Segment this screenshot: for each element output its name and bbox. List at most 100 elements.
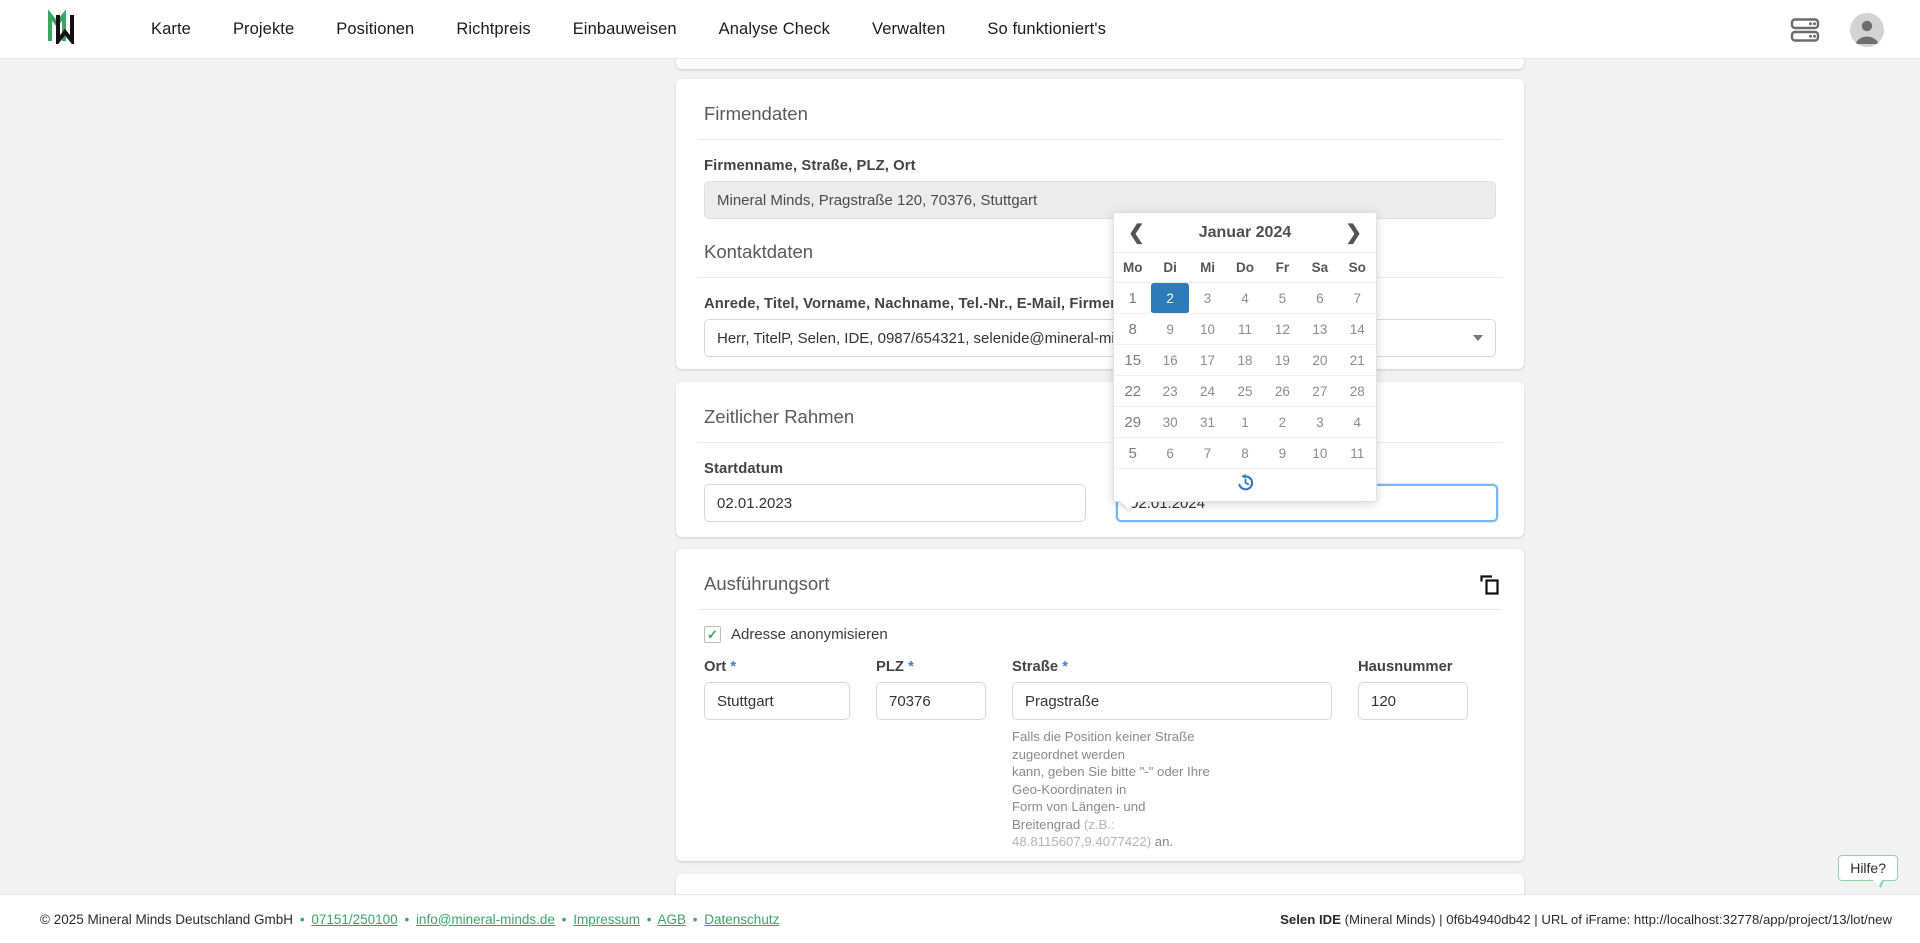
- datepicker-day[interactable]: 8: [1226, 438, 1264, 469]
- required-asterisk: *: [730, 659, 737, 675]
- datepicker-day[interactable]: 1: [1226, 407, 1264, 438]
- datepicker-day[interactable]: 21: [1338, 345, 1376, 376]
- ort-value: Stuttgart: [717, 692, 774, 710]
- datepicker-day[interactable]: 29: [1114, 407, 1152, 438]
- plz-input[interactable]: 70376: [876, 682, 986, 720]
- anonymize-label: Adresse anonymisieren: [731, 626, 888, 643]
- datepicker-day[interactable]: 6: [1151, 438, 1189, 469]
- hint-example: (z.B.: 48.8115607,9.4077422): [1012, 816, 1152, 850]
- datepicker-day[interactable]: 7: [1188, 438, 1227, 469]
- weekday-sa: Sa: [1311, 260, 1329, 275]
- company-field-label: Firmenname, Straße, PLZ, Ort: [704, 158, 916, 174]
- datepicker-day[interactable]: 2: [1263, 407, 1302, 438]
- datepicker-day[interactable]: 13: [1301, 314, 1339, 345]
- nav-item-einbauweisen[interactable]: Einbauweisen: [572, 19, 677, 38]
- logo[interactable]: [42, 8, 86, 49]
- chevron-down-icon[interactable]: [1473, 335, 1483, 341]
- datepicker-day[interactable]: 25: [1226, 376, 1264, 407]
- datepicker-day[interactable]: 6: [1301, 283, 1339, 314]
- nav-item-analyse-check[interactable]: Analyse Check: [718, 19, 831, 38]
- contact-field-label: Anrede, Titel, Vorname, Nachname, Tel.-N…: [704, 296, 1159, 312]
- datepicker-day[interactable]: 17: [1188, 345, 1227, 376]
- plz-label-text: PLZ: [876, 659, 904, 675]
- datepicker-day[interactable]: 2: [1151, 283, 1189, 314]
- divider: [698, 442, 1502, 443]
- anonymize-row: ✓ Adresse anonymisieren: [704, 626, 1524, 643]
- datepicker-day[interactable]: 23: [1151, 376, 1189, 407]
- datepicker-day[interactable]: 18: [1226, 345, 1264, 376]
- datepicker-day[interactable]: 11: [1226, 314, 1264, 345]
- footer-link-phone[interactable]: 07151/250100: [311, 911, 398, 927]
- datepicker-day[interactable]: 9: [1263, 438, 1302, 469]
- nav-item-karte[interactable]: Karte: [151, 19, 191, 38]
- weekday-mi: Mi: [1200, 260, 1216, 275]
- datepicker-day[interactable]: 11: [1338, 438, 1376, 469]
- datepicker-day[interactable]: 1: [1114, 283, 1152, 314]
- card-firmendaten: Firmendaten Firmenname, Straße, PLZ, Ort…: [676, 79, 1524, 369]
- weekday-do: Do: [1235, 260, 1254, 275]
- nav-item-verwalten[interactable]: Verwalten: [872, 19, 946, 38]
- datepicker-day[interactable]: 19: [1263, 345, 1302, 376]
- startdatum-input[interactable]: 02.01.2023: [704, 484, 1086, 522]
- nav-item-richtpreis[interactable]: Richtpreis: [456, 19, 531, 38]
- datepicker-day[interactable]: 16: [1151, 345, 1189, 376]
- datepicker-day[interactable]: 10: [1301, 438, 1339, 469]
- page-footer: © 2025 Mineral Minds Deutschland GmbH • …: [0, 894, 1920, 943]
- datepicker-weekday-header: Mo Di Mi Do Fr Sa So: [1114, 253, 1376, 283]
- datepicker-day[interactable]: 22: [1114, 376, 1152, 407]
- footer-dot: •: [561, 911, 567, 927]
- datepicker-day-grid: 1 2 3 4 5 6 7 8 9 10 11 12 13 14 15 16 17 18 19 20 21 22 23 24 2…: [1114, 283, 1376, 469]
- datepicker-day[interactable]: 28: [1338, 376, 1376, 407]
- startdatum-field-wrap: 02.01.2023: [676, 484, 1086, 522]
- main-nav: Karte Projekte Positionen Richtpreis Ein…: [130, 12, 1127, 47]
- datepicker-day[interactable]: 27: [1301, 376, 1339, 407]
- datepicker-day[interactable]: 9: [1151, 314, 1189, 345]
- ort-input[interactable]: Stuttgart: [704, 682, 850, 720]
- server-stack-icon[interactable]: [1790, 17, 1820, 43]
- copy-duplicate-icon[interactable]: [1478, 573, 1502, 602]
- datepicker-day[interactable]: 30: [1151, 407, 1189, 438]
- chevron-left-icon[interactable]: ❮: [1128, 221, 1145, 244]
- footer-link-impressum[interactable]: Impressum: [573, 911, 640, 927]
- user-avatar-icon[interactable]: [1850, 12, 1884, 47]
- datepicker-day[interactable]: 3: [1188, 283, 1227, 314]
- strasse-label-text: Straße: [1012, 659, 1059, 675]
- datepicker-day[interactable]: 12: [1263, 314, 1302, 345]
- datepicker-day[interactable]: 15: [1114, 345, 1152, 376]
- strasse-input[interactable]: Pragstraße: [1012, 682, 1332, 720]
- help-bubble-button[interactable]: Hilfe?: [1838, 855, 1898, 888]
- datepicker-day[interactable]: 14: [1338, 314, 1376, 345]
- footer-link-agb[interactable]: AGB: [657, 911, 687, 927]
- datepicker-day[interactable]: 8: [1114, 314, 1152, 345]
- datepicker-day[interactable]: 10: [1188, 314, 1227, 345]
- footer-link-datenschutz[interactable]: Datenschutz: [704, 911, 780, 927]
- datepicker-day[interactable]: 24: [1188, 376, 1227, 407]
- datepicker-day[interactable]: 7: [1338, 283, 1376, 314]
- datepicker-day[interactable]: 5: [1114, 438, 1152, 469]
- footer-link-email[interactable]: info@mineral-minds.de: [415, 911, 555, 927]
- contact-field[interactable]: Herr, TitelP, Selen, IDE, 0987/654321, s…: [704, 319, 1496, 357]
- company-field[interactable]: Mineral Minds, Pragstraße 120, 70376, St…: [704, 181, 1496, 219]
- ausfuehrungsort-title: Ausführungsort: [704, 573, 830, 594]
- datepicker-day[interactable]: 26: [1263, 376, 1302, 407]
- datepicker-month-title: Januar 2024: [1198, 223, 1292, 241]
- datepicker-day[interactable]: 20: [1301, 345, 1339, 376]
- ort-column: Ort * Stuttgart: [704, 659, 850, 851]
- datepicker-day[interactable]: 5: [1263, 283, 1302, 314]
- datepicker-day[interactable]: 3: [1301, 407, 1339, 438]
- anonymize-checkbox[interactable]: ✓: [704, 626, 721, 643]
- hausnummer-input[interactable]: 120: [1358, 682, 1468, 720]
- datepicker-day[interactable]: 4: [1338, 407, 1376, 438]
- footer-copyright: © 2025 Mineral Minds Deutschland GmbH: [40, 911, 294, 927]
- datepicker-day[interactable]: 4: [1226, 283, 1264, 314]
- nav-item-positionen[interactable]: Positionen: [336, 19, 415, 38]
- nav-item-projekte[interactable]: Projekte: [232, 19, 295, 38]
- datepicker-day[interactable]: 31: [1188, 407, 1227, 438]
- chevron-right-icon[interactable]: ❯: [1345, 221, 1362, 244]
- strasse-label: Straße *: [1012, 659, 1332, 675]
- address-grid: Ort * Stuttgart PLZ * 70376: [676, 659, 1524, 851]
- nav-item-so-funktionierts[interactable]: So funktioniert's: [987, 19, 1106, 38]
- hint-line-2: kann, geben Sie bitte "-" oder Ihre Geo-…: [1012, 764, 1210, 797]
- history-reset-icon[interactable]: [1235, 472, 1256, 498]
